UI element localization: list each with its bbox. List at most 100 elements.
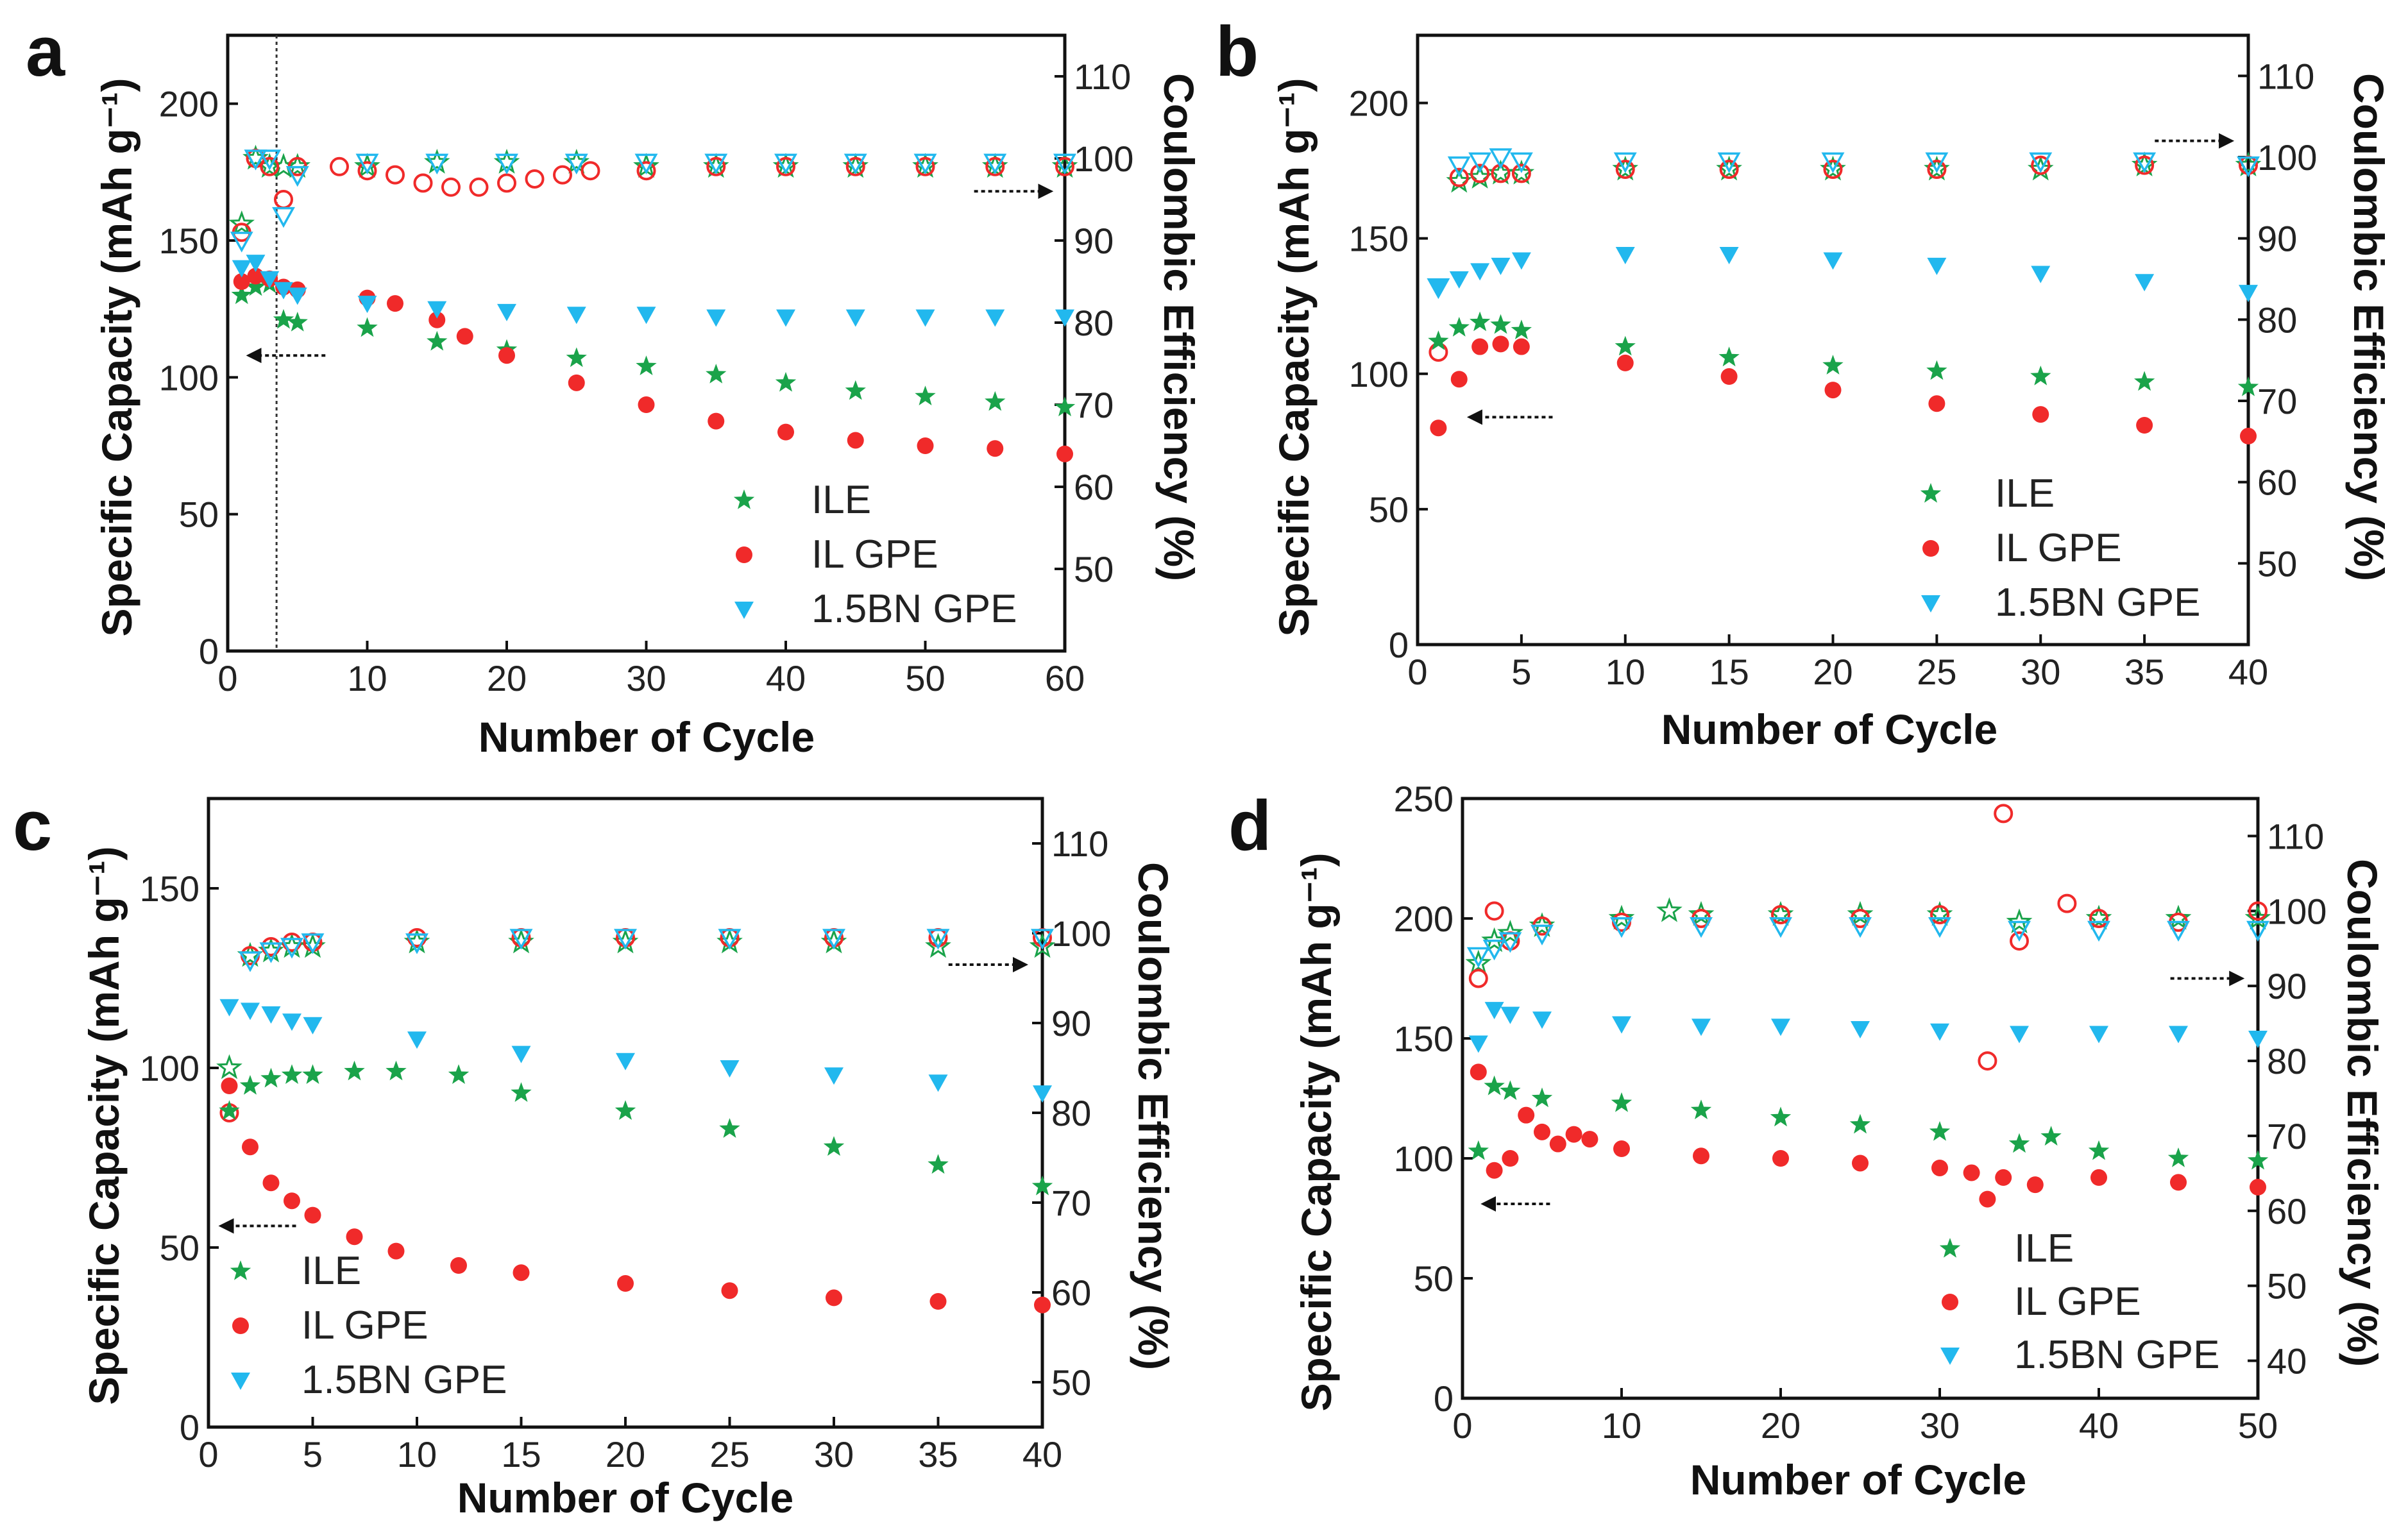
x-tick-label-c: 5 [303, 1434, 323, 1475]
efficiency-point-il-gpe-a [441, 177, 461, 197]
legend-marker-bn-gpe-b [1921, 595, 1940, 613]
efficiency-point-bn-gpe-c [926, 929, 950, 950]
legend-c: ILE IL GPE 1.5BN GPE [301, 1249, 507, 1402]
capacity-point-bn-gpe-a [706, 309, 726, 327]
x-tick-label-b: 5 [1511, 652, 1531, 692]
y2-tick-label-a: 100 [1074, 139, 1133, 179]
y-tick-label-b: 50 [1369, 489, 1409, 530]
efficiency-point-bn-gpe-b [1925, 152, 1949, 173]
y2-tick-label-b: 90 [2257, 219, 2297, 259]
y-tick-label-c: 50 [160, 1228, 199, 1268]
efficiency-point-il-gpe-b [1470, 164, 1490, 183]
efficiency-point-ile-d [1608, 904, 1635, 930]
capacity-point-ile-d [2040, 1126, 2062, 1146]
efficiency-point-il-gpe-a [845, 156, 865, 176]
capacity-point-bn-gpe-d [1771, 1019, 1790, 1036]
capacity-point-il-gpe-c [284, 1192, 300, 1210]
x-tick-label-b: 40 [2228, 652, 2268, 692]
y-tick-label-c: 100 [140, 1048, 199, 1088]
legend-marker-il-gpe-a [736, 546, 752, 563]
capacity-point-il-gpe-a [708, 412, 725, 430]
x-tick-label-a: 10 [347, 658, 387, 698]
capacity-point-ile-c [928, 1154, 949, 1174]
capacity-point-il-gpe-d [1772, 1150, 1789, 1167]
legend-marker-il-gpe-d [1942, 1294, 1958, 1310]
efficiency-point-il-gpe-a [636, 161, 656, 181]
capacity-point-bn-gpe-d [1612, 1016, 1631, 1034]
capacity-point-il-gpe-c [304, 1206, 321, 1224]
capacity-point-ile-d [1849, 1113, 1871, 1134]
capacity-point-il-gpe-d [1963, 1164, 1980, 1181]
legend-marker-ile-b [1920, 483, 1942, 503]
legend-label-il-gpe-a: IL GPE [811, 532, 938, 577]
capacity-point-bn-gpe-c [219, 999, 239, 1017]
capacity-point-bn-gpe-d [1930, 1023, 1949, 1041]
efficiency-point-il-gpe-b [1615, 160, 1635, 179]
x-tick-label-d: 0 [1452, 1405, 1472, 1446]
x-tick-label-d: 20 [1761, 1405, 1801, 1446]
x-axis-title-c: Number of Cycle [457, 1474, 793, 1521]
capacity-point-bn-gpe-b [1823, 252, 1843, 270]
efficiency-point-bn-gpe-a [704, 153, 728, 175]
efficiency-point-bn-gpe-c [259, 942, 283, 963]
capacity-point-il-gpe-d [1502, 1150, 1519, 1167]
panel-label-c: c [13, 786, 52, 865]
capacity-point-bn-gpe-c [1033, 1085, 1052, 1103]
capacity-point-il-gpe-d [1995, 1169, 2012, 1186]
panel-d: d 0 10 20 30 40 50 0 50 100 150 200 250 40 50 60 70 80 90… [1228, 779, 2386, 1503]
capacity-point-il-gpe-c [450, 1257, 467, 1274]
efficiency-point-il-gpe-d [1771, 905, 1790, 925]
efficiency-point-il-gpe-a [581, 161, 600, 181]
y2-tick-label-b: 110 [2257, 56, 2314, 96]
capacity-point-bn-gpe-c [720, 1060, 740, 1078]
capacity-point-bn-gpe-d [2089, 1026, 2108, 1044]
efficiency-point-bn-gpe-d [1482, 940, 1506, 961]
panel-b: b 0 5 10 15 20 25 30 35 40 0 50 100 150 200 50 60 70 80 90… [1216, 12, 2393, 753]
y2-tick-label-d: 50 [2267, 1266, 2307, 1307]
y2-tick-label-b: 80 [2257, 300, 2297, 340]
capacity-point-ile-c [302, 1064, 323, 1084]
capacity-point-il-gpe-b [1471, 338, 1489, 355]
y2-tick-label-c: 100 [1051, 913, 1111, 954]
y2-tick-label-a: 60 [1074, 467, 1114, 507]
legend-b: ILE IL GPE 1.5BN GPE [1995, 471, 2200, 625]
legend-label-il-gpe-d: IL GPE [2014, 1280, 2141, 1324]
y-axis-title-a: Specific Capacity (mAh g⁻¹) [93, 78, 140, 637]
panel-label-b: b [1216, 12, 1259, 91]
capacity-point-il-gpe-c [513, 1264, 530, 1281]
x-tick-label-b: 25 [1917, 652, 1956, 692]
legend-marker-il-gpe-b [1922, 540, 1939, 557]
capacity-point-ile-c [1031, 1175, 1053, 1196]
efficiency-point-bn-gpe-a [355, 153, 379, 175]
capacity-point-il-gpe-b [1720, 368, 1738, 385]
capacity-point-ile-a [845, 380, 866, 400]
capacity-point-il-gpe-b [2032, 406, 2049, 423]
capacity-point-ile-a [245, 276, 266, 296]
legend-label-bn-gpe-c: 1.5BN GPE [301, 1358, 507, 1402]
efficiency-point-il-gpe-a [469, 177, 489, 197]
capacity-point-ile-b [2030, 366, 2051, 385]
capacity-point-il-gpe-a [498, 347, 515, 364]
efficiency-point-bn-gpe-a [564, 153, 588, 175]
capacity-point-il-gpe-a [777, 423, 794, 441]
panel-label-d: d [1228, 786, 1271, 865]
efficiency-point-bn-gpe-a [244, 149, 267, 171]
y-axis-title-c: Specific Capacity (mAh g⁻¹) [80, 847, 128, 1405]
capacity-point-ile-a [636, 355, 657, 375]
capacity-point-il-gpe-c [262, 1174, 280, 1192]
y-tick-label-a: 0 [199, 631, 219, 672]
capacity-point-bn-gpe-a [497, 303, 516, 321]
capacity-point-ile-c [511, 1082, 532, 1102]
capacity-point-ile-d [1500, 1080, 1521, 1100]
x-tick-label-a: 20 [487, 658, 527, 698]
capacity-point-ile-b [1718, 346, 1740, 367]
y-tick-label-d: 250 [1394, 779, 1454, 819]
capacity-point-bn-gpe-a [427, 301, 447, 319]
y-tick-label-c: 0 [180, 1407, 199, 1448]
capacity-point-ile-a [985, 391, 1006, 411]
efficiency-point-bn-gpe-b [1489, 148, 1513, 169]
efficiency-point-il-gpe-a [706, 156, 726, 176]
capacity-point-il-gpe-a [987, 440, 1004, 457]
capacity-point-il-gpe-d [2170, 1174, 2187, 1191]
capacity-point-ile-c [823, 1136, 845, 1156]
